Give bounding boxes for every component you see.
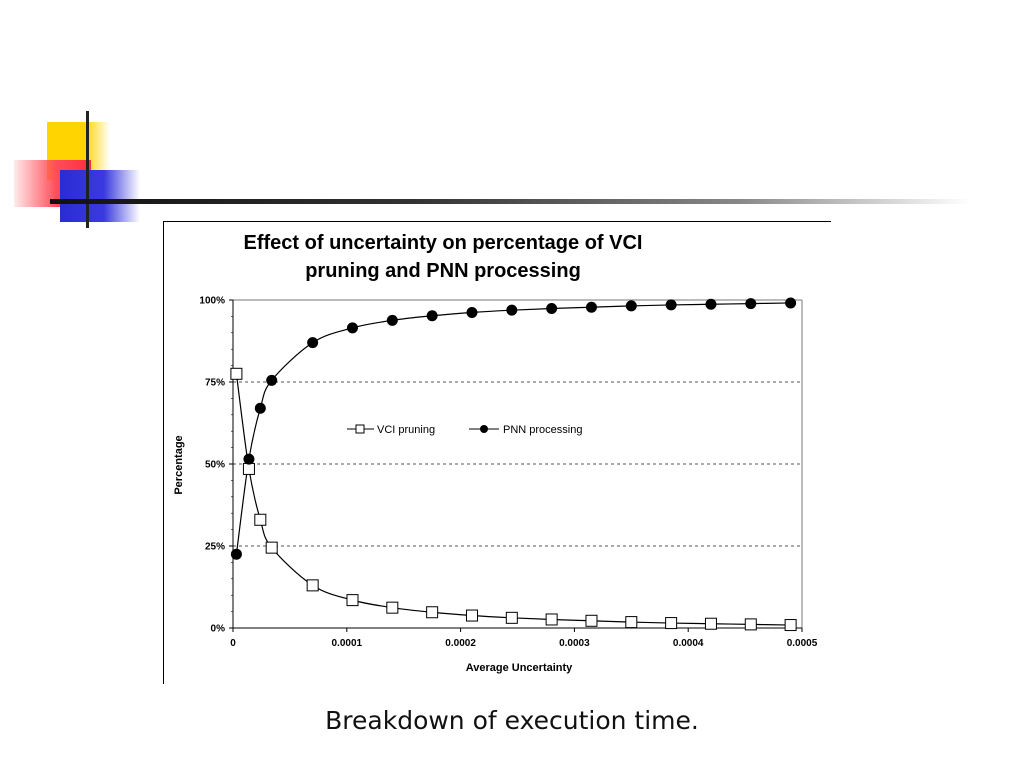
legend: VCI pruning PNN processing [347, 424, 582, 436]
data-point-vci-pruning [265, 541, 278, 554]
y-tick-label: 75% [205, 378, 225, 389]
data-point-pnn-processing [705, 298, 717, 310]
legend-marker-pnn [480, 425, 488, 433]
y-tick-label: 0% [211, 624, 226, 635]
data-point-vci-pruning [505, 611, 518, 624]
data-point-vci-pruning [242, 462, 255, 475]
data-point-pnn-processing [254, 402, 266, 414]
data-point-pnn-processing [266, 374, 278, 386]
legend-label-pnn: PNN processing [503, 424, 582, 436]
data-point-vci-pruning [306, 579, 319, 592]
x-tick-label: 0 [230, 638, 236, 649]
data-point-pnn-processing [243, 453, 255, 465]
data-point-vci-pruning [585, 614, 598, 627]
data-point-pnn-processing [307, 337, 319, 349]
chart-title-line-1: Effect of uncertainty on percentage of V… [244, 232, 643, 254]
data-point-pnn-processing [466, 306, 478, 318]
data-point-vci-pruning [665, 617, 678, 630]
x-tick-label: 0.0003 [559, 638, 590, 649]
y-tick-label: 100% [199, 296, 225, 307]
data-point-vci-pruning [704, 617, 717, 630]
y-tick-label: 50% [205, 460, 225, 471]
y-axis-label: Percentage [173, 435, 185, 494]
data-point-vci-pruning [625, 616, 638, 629]
data-point-pnn-processing [426, 310, 438, 322]
data-point-pnn-processing [230, 548, 242, 560]
data-point-vci-pruning [545, 613, 558, 626]
legend-label-vci: VCI pruning [377, 424, 435, 436]
data-point-vci-pruning [784, 619, 797, 632]
data-point-vci-pruning [744, 618, 757, 631]
slide-caption: Breakdown of execution time. [325, 706, 699, 735]
data-point-vci-pruning [386, 601, 399, 614]
chart-title-line-2: pruning and PNN processing [305, 260, 581, 282]
chart: Effect of uncertainty on percentage of V… [173, 232, 818, 674]
series [230, 297, 797, 632]
legend-marker-vci [355, 424, 365, 434]
data-point-pnn-processing [506, 304, 518, 316]
data-point-pnn-processing [785, 297, 797, 309]
data-point-pnn-processing [585, 301, 597, 313]
x-tick-label: 0.0005 [787, 638, 818, 649]
x-tick-label: 0.0004 [673, 638, 704, 649]
data-point-vci-pruning [426, 606, 439, 619]
x-axis-label: Average Uncertainty [466, 662, 573, 674]
axes: 0% 25% 50% 75% 100% 0 0.0001 0.0002 0.0003 0.0004… [199, 296, 817, 650]
y-tick-label: 25% [205, 542, 225, 553]
data-point-vci-pruning [230, 367, 243, 380]
blue-square-decoration [60, 170, 140, 222]
series-line-vci-pruning [235, 373, 791, 626]
x-tick-label: 0.0001 [332, 638, 363, 649]
data-point-vci-pruning [346, 594, 359, 607]
data-point-pnn-processing [625, 300, 637, 312]
data-point-pnn-processing [745, 298, 757, 310]
data-point-pnn-processing [346, 322, 358, 334]
data-point-pnn-processing [546, 303, 558, 315]
data-point-vci-pruning [254, 513, 267, 526]
horizontal-rule-decoration [50, 199, 970, 204]
chart-frame: Effect of uncertainty on percentage of V… [163, 221, 831, 684]
vertical-rule-decoration [86, 111, 89, 228]
data-point-pnn-processing [386, 314, 398, 326]
data-point-pnn-processing [665, 299, 677, 311]
x-tick-label: 0.0002 [445, 638, 476, 649]
data-point-vci-pruning [465, 609, 478, 622]
gridlines [233, 381, 802, 547]
